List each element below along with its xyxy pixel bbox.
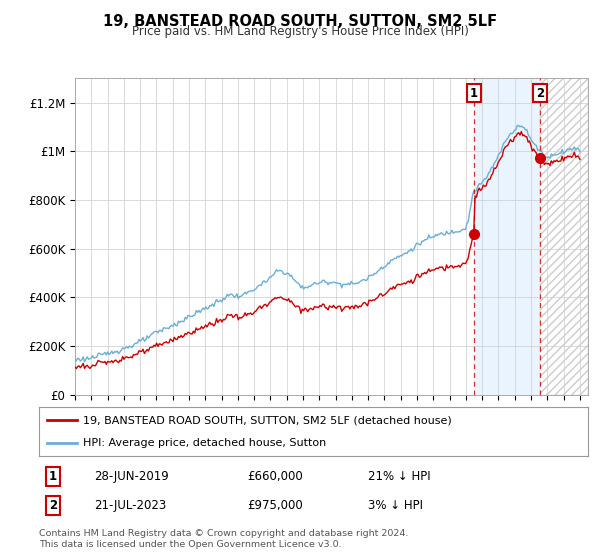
Text: 2: 2 [49, 499, 57, 512]
Bar [474, 78, 540, 395]
Text: 19, BANSTEAD ROAD SOUTH, SUTTON, SM2 5LF (detached house): 19, BANSTEAD ROAD SOUTH, SUTTON, SM2 5LF… [83, 416, 452, 426]
Text: £660,000: £660,000 [248, 470, 304, 483]
Text: £975,000: £975,000 [248, 499, 304, 512]
Text: Contains HM Land Registry data © Crown copyright and database right 2024.
This d: Contains HM Land Registry data © Crown c… [39, 529, 409, 549]
Text: 1: 1 [470, 86, 478, 100]
Text: 1: 1 [49, 470, 57, 483]
Bar [540, 78, 588, 395]
Text: 3% ↓ HPI: 3% ↓ HPI [368, 499, 424, 512]
Text: 21% ↓ HPI: 21% ↓ HPI [368, 470, 431, 483]
Text: 28-JUN-2019: 28-JUN-2019 [94, 470, 169, 483]
Text: 2: 2 [536, 86, 544, 100]
Text: 19, BANSTEAD ROAD SOUTH, SUTTON, SM2 5LF: 19, BANSTEAD ROAD SOUTH, SUTTON, SM2 5LF [103, 14, 497, 29]
Text: Price paid vs. HM Land Registry's House Price Index (HPI): Price paid vs. HM Land Registry's House … [131, 25, 469, 38]
Text: HPI: Average price, detached house, Sutton: HPI: Average price, detached house, Sutt… [83, 438, 326, 448]
Text: 21-JUL-2023: 21-JUL-2023 [94, 499, 166, 512]
